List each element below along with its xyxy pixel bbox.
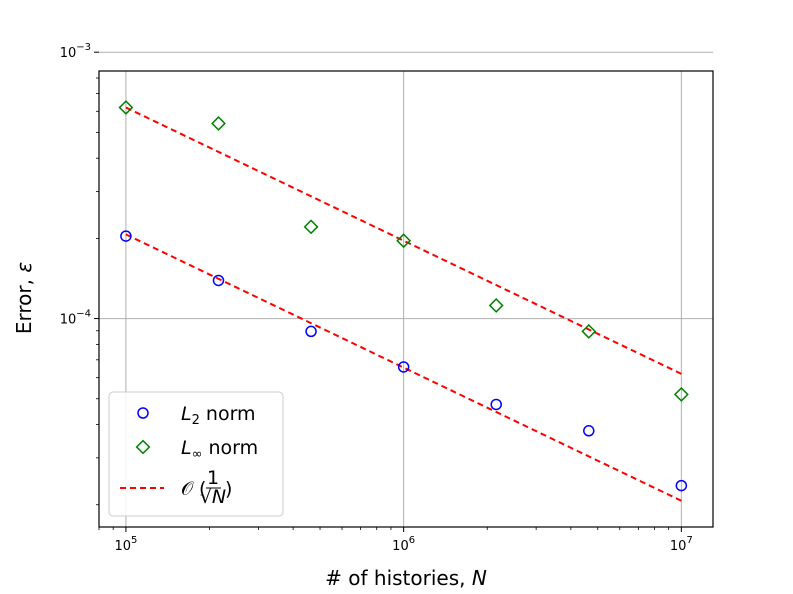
svg-text:𝒪: 𝒪 <box>181 478 195 500</box>
legend-marker-l2 <box>137 407 149 419</box>
svg-text:1: 1 <box>207 467 219 489</box>
x-tick-label: 105 <box>114 535 137 554</box>
l2-norm-point <box>675 479 688 492</box>
y-tick-label: 10−3 <box>60 42 91 61</box>
linf-norm-point <box>673 387 689 402</box>
l2-norm-point <box>212 274 225 287</box>
legend: L2 norm L∞ norm 𝒪 ( 1 √N ) <box>108 391 284 517</box>
x-tick-label: 106 <box>392 535 415 554</box>
l2-norm-point <box>490 398 502 411</box>
fit-lines <box>125 106 682 502</box>
y-tick-label: 10−4 <box>60 309 91 328</box>
linf-norm-point <box>118 100 134 115</box>
fit-line <box>125 233 682 502</box>
svg-text:(: ( <box>199 478 206 500</box>
fit-line <box>125 106 682 375</box>
legend-label-fit: 𝒪 ( 1 √N ) <box>181 467 232 508</box>
legend-label-linf: L∞ norm <box>181 437 258 462</box>
linf-norm-point <box>303 219 319 235</box>
major-ticks: 105 106 107 10−4 10−3 <box>60 42 693 554</box>
l2-norm-point <box>305 325 317 338</box>
linf-norm-point <box>581 323 597 339</box>
linf-norm-point <box>211 116 226 131</box>
x-tick-label: 107 <box>670 535 693 554</box>
l2-norm-point <box>397 361 410 373</box>
legend-box <box>108 391 284 517</box>
l2-norm-point <box>120 230 132 242</box>
svg-text:√N: √N <box>200 486 226 508</box>
svg-text:): ) <box>225 478 232 500</box>
l2-norm-point <box>583 425 595 437</box>
legend-marker-linf <box>135 439 151 455</box>
linf-norm-point <box>488 298 504 313</box>
x-axis-label: # of histories, N <box>325 566 487 590</box>
linf-norm-point <box>396 233 412 249</box>
data-markers <box>118 100 689 492</box>
legend-label-l2: L2 norm <box>181 403 256 428</box>
plot-frame <box>98 70 714 528</box>
y-axis-label: Error, ε <box>12 262 36 334</box>
